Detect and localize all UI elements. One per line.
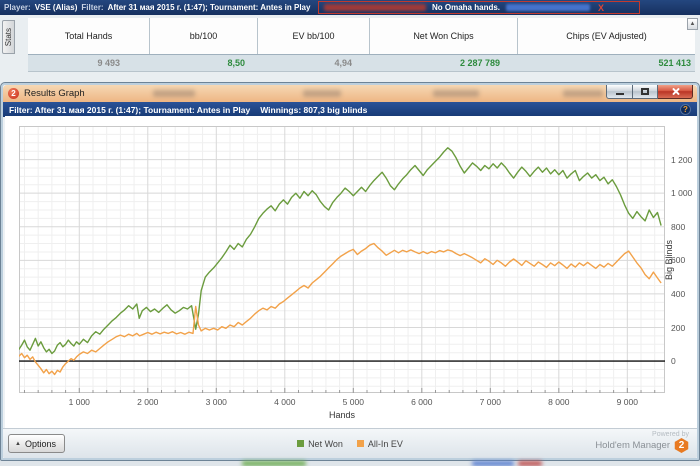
filter-label: Filter: bbox=[81, 3, 104, 12]
maximize-icon bbox=[641, 88, 649, 95]
hm2-app-icon: 2 bbox=[8, 88, 19, 99]
window-controls bbox=[606, 85, 693, 99]
close-button[interactable] bbox=[658, 85, 693, 99]
taskbar-strip bbox=[0, 461, 700, 466]
stats-value-row: 9 493 8,50 4,94 2 287 789 521 413 bbox=[28, 55, 695, 72]
taskbar-blur-decoration bbox=[242, 461, 306, 466]
stats-tab-label: Stats bbox=[4, 27, 13, 47]
options-button[interactable]: ▲ Options bbox=[8, 434, 65, 453]
y-tick-label: 0 bbox=[671, 356, 676, 367]
net-won-legend-swatch bbox=[297, 440, 305, 447]
results-chart: 0 200 400 600 800 1 000 1 200 1 000 2 000 3 000 4 … bbox=[5, 116, 697, 431]
stats-header-total-hands[interactable]: Total Hands bbox=[28, 18, 150, 54]
stats-value-total-hands: 9 493 bbox=[97, 58, 120, 68]
window-title: Results Graph bbox=[24, 88, 85, 99]
x-tick-label: 4 000 bbox=[274, 397, 296, 407]
collapse-arrow-icon: ▲ bbox=[15, 440, 21, 447]
x-tick-label: 9 000 bbox=[616, 397, 638, 407]
results-graph-window: 2 Results Graph Filter: After 31 мая 201… bbox=[0, 82, 700, 461]
player-label: Player: bbox=[4, 3, 31, 12]
redacted-unlock-link[interactable] bbox=[506, 4, 591, 11]
graph-filter-text: Filter: After 31 мая 2015 г. (1:47); Tou… bbox=[9, 104, 251, 115]
x-tick-label: 2 000 bbox=[137, 397, 159, 407]
legend-item-all-in-ev: All-In EV bbox=[356, 438, 403, 449]
hm2-badge-icon: 2 bbox=[674, 438, 689, 453]
y-axis-title: Big Blinds bbox=[664, 239, 674, 281]
y-tick-label: 600 bbox=[671, 255, 686, 266]
minimize-button[interactable] bbox=[606, 85, 633, 99]
powered-by-brand: Powered by Hold'em Manager 2 bbox=[595, 431, 689, 453]
graph-filter-bar: Filter: After 31 мая 2015 г. (1:47); Tou… bbox=[3, 102, 697, 117]
y-tick-label: 200 bbox=[671, 322, 686, 333]
taskbar-blur-decoration bbox=[472, 461, 514, 466]
x-tick-label: 5 000 bbox=[342, 397, 364, 407]
stats-table: Total Hands bb/100 EV bb/100 Net Won Chi… bbox=[28, 18, 695, 72]
license-warning-box: No Omaha hands. X bbox=[318, 1, 640, 14]
glass-blur-decoration bbox=[433, 90, 479, 97]
x-tick-label: 7 000 bbox=[479, 397, 501, 407]
series-line-net-won bbox=[19, 147, 662, 355]
brand-name: Hold'em Manager bbox=[595, 440, 670, 451]
plot-area bbox=[19, 126, 665, 393]
x-axis-title: Hands bbox=[328, 410, 356, 420]
stats-header-bb100[interactable]: bb/100 bbox=[150, 18, 258, 54]
x-tick-label: 8 000 bbox=[548, 397, 570, 407]
help-icon[interactable]: ? bbox=[680, 104, 691, 115]
stats-header-row: Total Hands bb/100 EV bb/100 Net Won Chi… bbox=[28, 18, 695, 55]
graph-winnings-text: Winnings: 807,3 big blinds bbox=[260, 104, 368, 115]
glass-blur-decoration bbox=[563, 90, 603, 97]
legend-item-net-won: Net Won bbox=[297, 439, 343, 449]
minimize-icon bbox=[615, 93, 624, 95]
x-tick-label: 3 000 bbox=[205, 397, 227, 407]
chart-legend: Net Won All-In EV bbox=[297, 439, 403, 449]
powered-by-text: Powered by bbox=[652, 431, 689, 438]
dismiss-warning-icon[interactable]: X bbox=[598, 2, 605, 13]
filter-value: After 31 мая 2015 г. (1:47); Tournament:… bbox=[107, 3, 311, 12]
stats-header-chips-ev-adjusted[interactable]: Chips (EV Adjusted) bbox=[566, 31, 647, 41]
graph-bottom-bar: ▲ Options Net Won All-In EV Powered by H… bbox=[3, 428, 697, 458]
all-in-ev-legend-swatch bbox=[356, 440, 364, 447]
stats-header-net-won-chips[interactable]: Net Won Chips bbox=[370, 18, 518, 54]
all-in-ev-legend-label: All-In EV bbox=[367, 438, 403, 449]
stats-strip: Stats Total Hands bb/100 EV bb/100 Net W… bbox=[0, 15, 700, 82]
stats-tab[interactable]: Stats bbox=[2, 20, 15, 54]
maximize-button[interactable] bbox=[633, 85, 658, 99]
app-header-bar: Player: VSE (Alias) Filter: After 31 мая… bbox=[0, 0, 700, 15]
results-graph-titlebar[interactable]: 2 Results Graph bbox=[3, 85, 697, 102]
close-icon bbox=[671, 87, 680, 96]
redacted-warning-text bbox=[324, 4, 426, 11]
stats-value-chips-ev-adjusted: 521 413 bbox=[658, 58, 691, 68]
series-line-all-in-ev bbox=[19, 242, 662, 376]
scroll-up-button[interactable]: ▲ bbox=[687, 18, 698, 30]
options-button-label: Options bbox=[24, 438, 56, 449]
x-tick-label: 6 000 bbox=[411, 397, 433, 407]
glass-blur-decoration bbox=[303, 90, 341, 97]
y-tick-label: 800 bbox=[671, 221, 686, 232]
no-omaha-text: No Omaha hands. bbox=[432, 3, 501, 12]
y-tick-label: 400 bbox=[671, 288, 686, 299]
stats-value-bb100: 8,50 bbox=[227, 58, 245, 68]
y-tick-label: 1 000 bbox=[671, 188, 693, 199]
taskbar-blur-decoration bbox=[518, 461, 542, 466]
x-tick-label: 1 000 bbox=[68, 397, 90, 407]
y-tick-label: 1 200 bbox=[671, 154, 693, 165]
stats-header-ev-bb100[interactable]: EV bb/100 bbox=[258, 18, 370, 54]
net-won-legend-label: Net Won bbox=[308, 438, 343, 449]
stats-value-ev-bb100: 4,94 bbox=[334, 58, 352, 68]
stats-value-net-won-chips: 2 287 789 bbox=[459, 58, 500, 68]
glass-blur-decoration bbox=[153, 90, 195, 97]
player-value: VSE (Alias) bbox=[34, 3, 78, 12]
